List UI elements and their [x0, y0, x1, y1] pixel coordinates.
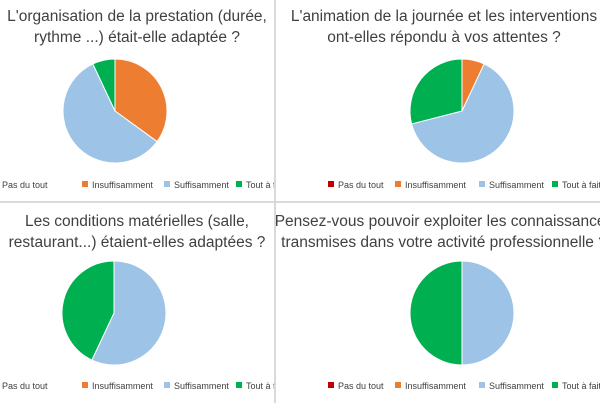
- chart-panel-animation: L'animation de la journée et les interve…: [276, 0, 600, 201]
- legend-item-tout-a-fait: Tout à fait: [552, 179, 600, 191]
- chart-legend: Pas du tout Insuffisamment Suffisamment Tou…: [276, 380, 600, 394]
- legend-label: Suffisamment: [174, 180, 229, 190]
- pie-slice-suffisamment: [411, 63, 515, 164]
- legend-label: Tout à fait: [562, 180, 600, 190]
- chart-panel-conditions: Les conditions matérielles (salle, resta…: [0, 203, 274, 403]
- legend-label: Tout à fait: [246, 381, 274, 391]
- pie-slice-suffisamment: [461, 260, 515, 366]
- pie-slice-suffisamment: [62, 63, 158, 164]
- chart-panel-connaissances: Pensez-vous pouvoir exploiter les connai…: [276, 203, 600, 403]
- legend-label: Tout à fait: [246, 180, 274, 190]
- pie-slice-tout-a-fait: [409, 260, 463, 366]
- legend-swatch: [82, 382, 88, 388]
- pie-slice-tout-a-fait: [61, 260, 115, 361]
- chart-title: L'organisation de la prestation (durée, …: [7, 8, 267, 46]
- legend-label: Suffisamment: [489, 180, 544, 190]
- legend-label: Insuffisamment: [405, 180, 466, 190]
- chart-legend: Pas du tout Insuffisamment Suffisamment Tou…: [276, 179, 600, 193]
- legend-swatch: [164, 382, 170, 388]
- legend-swatch: [552, 382, 558, 388]
- legend-swatch: [236, 181, 242, 187]
- pie-slice-tout-a-fait: [92, 58, 116, 112]
- legend-item-suffisamment: Suffisamment: [164, 380, 229, 392]
- pie-slice-suffisamment: [91, 260, 167, 366]
- legend-item-tout-a-fait: Tout à fait: [236, 179, 274, 191]
- legend-label: Suffisamment: [489, 381, 544, 391]
- legend-swatch: [236, 382, 242, 388]
- chart-title: L'animation de la journée et les interve…: [290, 8, 598, 46]
- legend-swatch: [552, 181, 558, 187]
- legend-item-pas-du-tout: Pas du tout: [328, 380, 384, 392]
- legend-item-pas-du-tout: Pas du tout: [328, 179, 384, 191]
- legend-item-insuffisamment: Insuffisamment: [395, 179, 466, 191]
- legend-label: Tout à fait: [562, 381, 600, 391]
- legend-label: Insuffisamment: [405, 381, 466, 391]
- legend-item-insuffisamment: Insuffisamment: [395, 380, 466, 392]
- legend-swatch: [164, 181, 170, 187]
- pie-slice-tout-a-fait: [409, 58, 463, 125]
- legend-item-pas-du-tout: Pas du tout: [0, 179, 48, 191]
- pie-chart: [62, 58, 168, 164]
- legend-swatch: [328, 181, 334, 187]
- legend-item-insuffisamment: Insuffisamment: [82, 179, 153, 191]
- legend-label: Pas du tout: [338, 180, 384, 190]
- legend-item-suffisamment: Suffisamment: [479, 380, 544, 392]
- legend-label: Pas du tout: [338, 381, 384, 391]
- legend-label: Pas du tout: [2, 381, 48, 391]
- legend-item-suffisamment: Suffisamment: [479, 179, 544, 191]
- legend-label: Insuffisamment: [92, 180, 153, 190]
- legend-label: Insuffisamment: [92, 381, 153, 391]
- chart-legend: Pas du tout Insuffisamment Suffisamment Tou…: [0, 380, 274, 394]
- legend-label: Suffisamment: [174, 381, 229, 391]
- chart-legend: Pas du tout Insuffisamment Suffisamment Tou…: [0, 179, 274, 193]
- legend-label: Pas du tout: [2, 180, 48, 190]
- legend-swatch: [479, 382, 485, 388]
- panel-divider: [0, 201, 600, 203]
- legend-item-tout-a-fait: Tout à fait: [552, 380, 600, 392]
- pie-slice-insuffisamment: [114, 58, 168, 143]
- chart-title: Pensez-vous pouvoir exploiter les connai…: [276, 213, 600, 251]
- legend-item-pas-du-tout: Pas du tout: [0, 380, 48, 392]
- legend-swatch: [395, 382, 401, 388]
- legend-item-insuffisamment: Insuffisamment: [82, 380, 153, 392]
- legend-swatch: [328, 382, 334, 388]
- legend-swatch: [479, 181, 485, 187]
- legend-item-tout-a-fait: Tout à fait: [236, 380, 274, 392]
- pie-chart: [409, 260, 515, 366]
- pie-chart: [409, 58, 515, 164]
- chart-title: Les conditions matérielles (salle, resta…: [8, 213, 266, 251]
- legend-swatch: [395, 181, 401, 187]
- legend-item-suffisamment: Suffisamment: [164, 179, 229, 191]
- chart-panel-organisation: L'organisation de la prestation (durée, …: [0, 0, 274, 201]
- pie-chart: [61, 260, 167, 366]
- legend-swatch: [82, 181, 88, 187]
